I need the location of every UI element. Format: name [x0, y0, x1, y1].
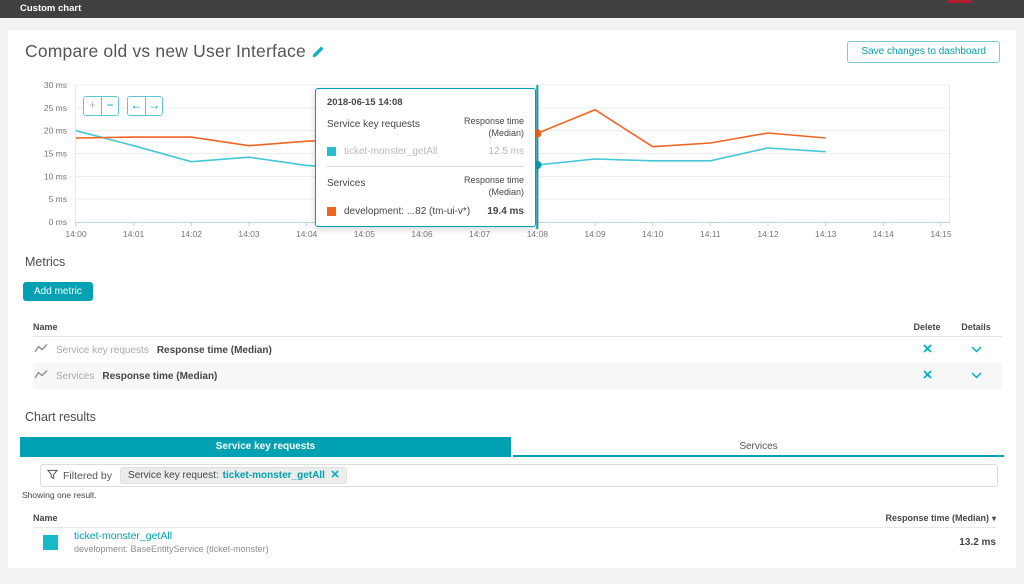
- svg-text:14:10: 14:10: [642, 229, 664, 239]
- series-value: 19.4 ms: [487, 205, 524, 217]
- filter-bar: Filtered by Service key request: ticket-…: [40, 464, 998, 487]
- svg-text:15 ms: 15 ms: [44, 149, 67, 159]
- filter-funnel-icon: [46, 467, 59, 485]
- metrics-name-header: Name: [33, 322, 58, 332]
- zoom-in-icon[interactable]: +: [84, 97, 101, 115]
- svg-text:14:05: 14:05: [354, 229, 376, 239]
- add-metric-button[interactable]: Add metric: [23, 282, 93, 301]
- svg-text:14:11: 14:11: [700, 229, 721, 239]
- filter-chip-key: Service key request:: [128, 470, 219, 481]
- tooltip-series-row: ticket-monster_getAll 12.5 ms: [327, 146, 524, 157]
- zoom-out-icon[interactable]: −: [101, 97, 118, 115]
- metric-category: Service key requests: [56, 344, 149, 356]
- custom-chart-card: Compare old vs new User Interface Save c…: [8, 30, 1016, 568]
- svg-text:20 ms: 20 ms: [44, 126, 67, 136]
- line-chart[interactable]: 0 ms 5 ms 10 ms 15 ms 20 ms 25 ms 30 ms 14:00 14…: [8, 75, 1016, 257]
- tooltip-value-header: Response time (Median): [463, 175, 524, 198]
- results-table-header: Name Response time (Median) ▾: [33, 513, 996, 528]
- sort-descending-icon: ▾: [991, 514, 996, 523]
- result-value: 13.2 ms: [959, 536, 996, 548]
- metric-line-chart-icon: [34, 369, 48, 383]
- tooltip-series-row: development: ...82 (tm-ui-v*) 19.4 ms: [327, 206, 524, 217]
- chart-tooltip: 2018-06-15 14:08 Service key requests Re…: [315, 88, 536, 227]
- metric-row: Service key requests Response time (Medi…: [33, 337, 1002, 363]
- svg-text:14:04: 14:04: [296, 229, 318, 239]
- tooltip-section-header: Services Response time (Median): [327, 175, 524, 198]
- chart-zoom-controls: + − ← →: [83, 96, 163, 116]
- result-swatch: [43, 534, 58, 550]
- filter-chip[interactable]: Service key request: ticket-monster_getA…: [120, 467, 347, 484]
- svg-text:14:15: 14:15: [930, 229, 952, 239]
- tab-service-key-requests[interactable]: Service key requests: [20, 437, 511, 457]
- edit-title-pencil-icon[interactable]: [311, 43, 325, 64]
- metric-details-chevron-icon[interactable]: [970, 371, 982, 382]
- metric-line-chart-icon: [34, 343, 48, 357]
- svg-text:10 ms: 10 ms: [44, 171, 67, 181]
- svg-text:30 ms: 30 ms: [44, 80, 67, 90]
- series-swatch: [327, 147, 336, 157]
- metrics-details-header: Details: [961, 322, 991, 332]
- results-summary: Showing one result.: [22, 490, 97, 500]
- delete-metric-icon[interactable]: [922, 344, 932, 356]
- result-row: ticket-monster_getAll development: BaseE…: [33, 530, 996, 554]
- svg-text:14:13: 14:13: [815, 229, 837, 239]
- svg-text:14:09: 14:09: [584, 229, 606, 239]
- app-title: Custom chart: [20, 3, 82, 14]
- tooltip-section-title: Services: [327, 178, 366, 190]
- save-changes-button[interactable]: Save changes to dashboard: [847, 41, 1000, 63]
- svg-text:14:02: 14:02: [181, 229, 203, 239]
- zoom-button-group: + −: [83, 96, 119, 116]
- page-title: Compare old vs new User Interface: [25, 41, 325, 64]
- chart-results-heading: Chart results: [25, 410, 96, 424]
- tooltip-section-title: Service key requests: [327, 119, 420, 130]
- chart-canvas: 0 ms 5 ms 10 ms 15 ms 20 ms 25 ms 30 ms 14:00 14…: [44, 80, 952, 239]
- metrics-table-header: Name Delete Details: [33, 322, 1002, 337]
- svg-text:14:08: 14:08: [527, 229, 549, 239]
- result-name-link[interactable]: ticket-monster_getAll: [74, 530, 173, 542]
- series-swatch: [327, 206, 336, 216]
- tooltip-timestamp: 2018-06-15 14:08: [327, 97, 403, 108]
- metric-name: Response time (Median): [156, 344, 272, 356]
- page-title-text: Compare old vs new User Interface: [25, 41, 306, 61]
- svg-text:14:06: 14:06: [411, 229, 433, 239]
- svg-text:14:12: 14:12: [757, 229, 779, 239]
- results-name-header: Name: [33, 513, 58, 523]
- svg-text:14:01: 14:01: [123, 229, 145, 239]
- series-label: development: ...82 (tm-ui-v*): [344, 205, 471, 217]
- svg-text:14:03: 14:03: [238, 229, 260, 239]
- metric-row: Services Response time (Median): [33, 363, 1002, 389]
- series-value: 12.5 ms: [488, 146, 524, 158]
- results-value-header[interactable]: Response time (Median) ▾: [885, 513, 996, 523]
- filter-chip-value: ticket-monster_getAll: [222, 470, 325, 481]
- svg-text:0 ms: 0 ms: [49, 217, 67, 227]
- recording-indicator: [948, 0, 972, 3]
- tooltip-section-header: Service key requests Response time (Medi…: [327, 116, 524, 139]
- filtered-by-label: Filtered by: [63, 469, 113, 482]
- results-value-header-text: Response time (Median): [885, 513, 989, 523]
- metric-name: Response time (Median): [102, 370, 218, 382]
- svg-text:25 ms: 25 ms: [44, 103, 67, 113]
- series-label: ticket-monster_getAll: [344, 146, 438, 158]
- pan-right-arrow-icon[interactable]: →: [145, 97, 162, 115]
- top-app-bar: Custom chart: [0, 0, 1024, 18]
- results-tabs: Service key requests Services: [20, 437, 1004, 457]
- tooltip-value-header: Response time (Median): [463, 116, 524, 138]
- remove-filter-icon[interactable]: [331, 470, 339, 481]
- metrics-heading: Metrics: [25, 255, 66, 269]
- svg-text:14:14: 14:14: [873, 229, 895, 239]
- svg-text:14:07: 14:07: [469, 229, 491, 239]
- metrics-delete-header: Delete: [913, 322, 941, 332]
- metrics-table: Name Delete Details Service key requests…: [33, 322, 1002, 389]
- delete-metric-icon[interactable]: [922, 370, 932, 382]
- tooltip-divider: [327, 166, 524, 168]
- svg-text:5 ms: 5 ms: [49, 194, 67, 204]
- result-subtitle: development: BaseEntityService (ticket-m…: [74, 544, 269, 554]
- metric-details-chevron-icon[interactable]: [970, 345, 982, 356]
- metric-category: Services: [56, 370, 95, 382]
- svg-text:14:00: 14:00: [65, 229, 87, 239]
- tab-services[interactable]: Services: [513, 437, 1004, 457]
- pan-button-group: ← →: [127, 96, 163, 116]
- pan-left-arrow-icon[interactable]: ←: [128, 97, 145, 115]
